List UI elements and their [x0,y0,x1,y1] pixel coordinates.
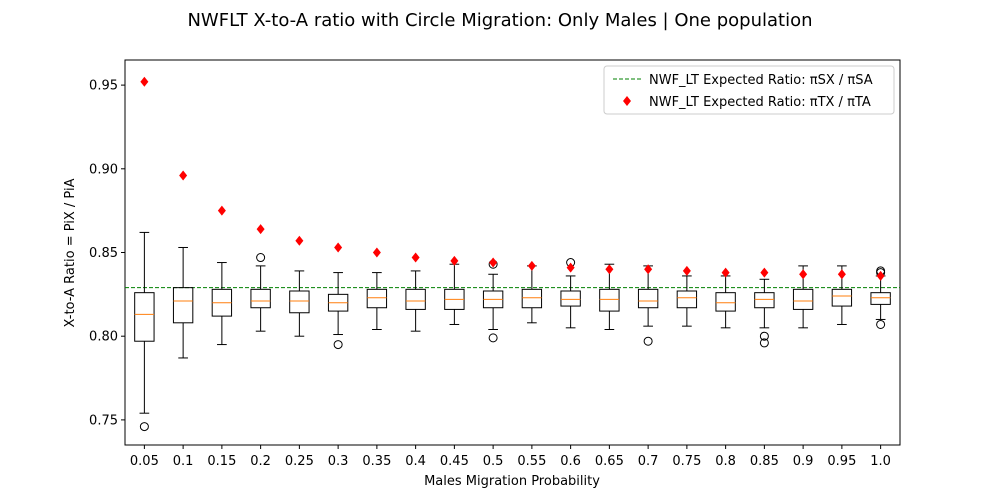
expected-tx-ta-marker [837,269,846,280]
expected-tx-ta-marker [334,242,343,253]
x-tick-label: 0.95 [827,454,856,469]
x-tick-label: 0.35 [362,454,391,469]
expected-tx-ta-marker [799,269,808,280]
x-tick-label: 0.8 [715,454,736,469]
expected-tx-ta-marker [682,265,691,276]
expected-tx-ta-marker [760,267,769,278]
box [676,290,698,309]
x-tick-label: 0.75 [672,454,701,469]
expected-tx-ta-marker [295,235,304,246]
box-plot-0.65 [599,263,620,330]
x-tick-label: 0.4 [405,454,426,469]
plot-frame [124,59,901,446]
outlier-point [488,333,498,343]
box [715,292,736,312]
box [560,290,581,307]
box-plot-0.2 [250,253,271,332]
box [172,287,194,324]
expected-tx-ta-marker [605,264,614,275]
y-tick-label: 0.80 [89,330,118,345]
box [366,288,388,309]
x-tick-label: 0.1 [173,454,194,469]
box-plot-0.35 [366,272,388,330]
box [637,288,659,309]
outlier-point [139,422,149,432]
box [134,292,155,342]
box-plot-0.15 [211,262,233,346]
box-plot-0.3 [327,272,349,350]
expected-tx-ta-marker [179,170,188,181]
x-tick-label: 0.2 [250,454,271,469]
legend: NWF_LT Expected Ratio: πSX / πSA NWF_LT E… [603,65,895,115]
x-tick-label: 0.45 [440,454,469,469]
box-plot-0.25 [289,270,310,337]
outlier-point [876,319,886,329]
box [754,292,775,309]
x-tick-label: 0.6 [560,454,581,469]
x-tick-label: 0.15 [207,454,236,469]
box [831,288,853,307]
x-tick-label: 0.5 [483,454,504,469]
x-tick-label: 1.0 [870,454,891,469]
box-plot-0.05 [134,231,155,432]
box [521,288,543,309]
x-tick-label: 0.55 [517,454,546,469]
y-tick-label: 0.95 [89,79,118,94]
box-plot-0.45 [444,263,465,325]
y-tick-label: 0.90 [89,162,118,177]
y-tick-label: 0.75 [89,413,118,428]
expected-tx-ta-marker [450,255,459,266]
expected-tx-ta-marker [411,252,420,263]
box-plot-0.7 [637,265,659,346]
expected-tx-ta-marker [721,267,730,278]
box-plot-0.75 [676,275,698,327]
x-tick-label: 0.05 [130,454,159,469]
x-tick-label: 0.85 [750,454,779,469]
expected-tx-ta-marker [489,257,498,268]
legend-diamond-swatch [623,96,631,106]
expected-tx-ta-marker [566,262,575,273]
box-plot-0.5 [482,259,504,343]
y-tick-label: 0.85 [89,246,118,261]
box-plot-0.8 [715,275,736,329]
box-plot-0.1 [172,246,194,359]
expected-tx-ta-marker [644,264,653,275]
outlier-point [759,331,769,341]
box [289,290,310,314]
box-plot-0.4 [405,270,426,332]
expected-tx-ta-marker [527,260,536,271]
box [792,288,814,310]
outlier-point [333,340,343,350]
outlier-point [759,338,769,348]
box [870,292,891,305]
box-plot-0.55 [521,265,543,324]
box [405,288,426,310]
box [599,288,620,312]
legend-label-sx-sa: NWF_LT Expected Ratio: πSX / πSA [649,73,873,88]
legend-label-tx-ta: NWF_LT Expected Ratio: πTX / πTA [649,95,871,110]
legend-frame [603,65,895,115]
box-plot-0.85 [754,278,775,348]
outlier-point [256,253,266,263]
plot-area: 0.75 0.80 0.85 0.90 0.95 0.05 0.1 0.15 0.2 0.25 0.… [89,59,901,469]
box [250,288,271,309]
x-tick-label: 0.25 [285,454,314,469]
x-tick-label: 0.7 [638,454,659,469]
x-axis-label: Males Migration Probability [424,474,600,489]
x-tick-label: 0.65 [595,454,624,469]
expected-tx-ta-marker [217,205,226,216]
x-tick-label: 0.9 [793,454,814,469]
outlier-point [643,336,653,346]
expected-tx-ta-marker [140,76,149,87]
x-tick-label: 0.3 [328,454,349,469]
expected-tx-ta-marker [876,270,885,281]
expected-tx-ta-marker [372,247,381,258]
box-plot-0.6 [560,258,581,329]
y-axis-label: X-to-A Ratio = PiX / PiA [63,178,78,327]
chart-title: NWFLT X-to-A ratio with Circle Migration… [187,10,812,31]
expected-tx-ta-marker [256,224,265,235]
